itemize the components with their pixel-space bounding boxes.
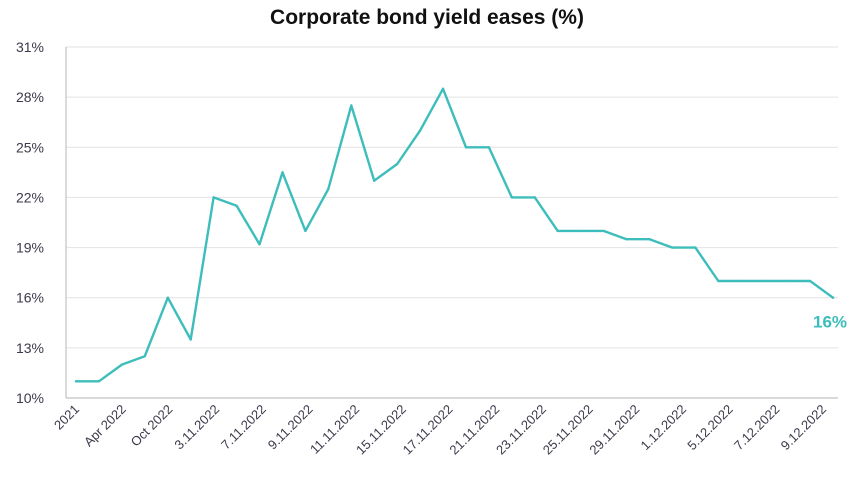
- data-point: [533, 196, 536, 199]
- data-point: [510, 196, 513, 199]
- y-tick-label: 10%: [16, 390, 44, 406]
- y-tick-label: 22%: [16, 189, 44, 205]
- data-point: [740, 279, 743, 283]
- data-point: [464, 146, 468, 149]
- data-point: [694, 246, 697, 249]
- y-tick-label: 31%: [16, 39, 44, 55]
- data-point: [487, 146, 491, 149]
- data-point: [350, 104, 353, 107]
- x-tick-label: 7.12.2022: [731, 402, 783, 454]
- data-point: [74, 380, 78, 383]
- data-point: [281, 171, 284, 174]
- y-tick-label: 13%: [16, 340, 44, 356]
- data-point: [625, 238, 628, 241]
- data-point: [831, 296, 835, 299]
- data-point: [648, 238, 651, 241]
- data-point: [579, 229, 582, 233]
- end-value-label: 16%: [813, 313, 847, 332]
- data-point: [304, 229, 307, 233]
- data-point: [396, 162, 399, 166]
- x-tick-label: 7.11.2022: [218, 402, 269, 453]
- data-point: [120, 363, 124, 366]
- x-tick-label: Oct 2022: [128, 402, 176, 450]
- data-point: [235, 204, 238, 207]
- data-point: [763, 279, 766, 283]
- x-tick-label: 2021: [51, 402, 82, 433]
- y-tick-label: 16%: [16, 290, 44, 306]
- y-tick-label: 19%: [16, 240, 44, 256]
- x-tick-label: 1.12.2022: [638, 402, 690, 454]
- data-point: [602, 229, 605, 233]
- data-point: [671, 246, 674, 249]
- data-point: [418, 129, 422, 132]
- data-point: [166, 296, 169, 299]
- chart-title: Corporate bond yield eases (%): [270, 6, 584, 29]
- data-point: [785, 279, 789, 283]
- data-point: [373, 179, 376, 182]
- x-tick-label: 9.12.2022: [778, 402, 830, 454]
- data-point: [808, 279, 812, 283]
- data-point: [327, 187, 330, 191]
- data-point: [258, 243, 261, 246]
- x-tick-label: 3.11.2022: [171, 402, 222, 453]
- data-point: [717, 279, 720, 283]
- data-point: [189, 338, 192, 341]
- data-point: [97, 380, 101, 383]
- data-point: [441, 87, 445, 91]
- x-tick-label: 29.11.2022: [586, 402, 642, 458]
- y-tick-label: 25%: [16, 139, 44, 155]
- y-tick-label: 28%: [16, 89, 44, 105]
- data-point: [556, 229, 559, 233]
- x-tick-label: Apr 2022: [81, 402, 129, 450]
- data-point: [212, 196, 215, 199]
- series-line: [74, 87, 835, 383]
- x-tick-label: 5.12.2022: [684, 402, 736, 454]
- data-point: [143, 355, 146, 358]
